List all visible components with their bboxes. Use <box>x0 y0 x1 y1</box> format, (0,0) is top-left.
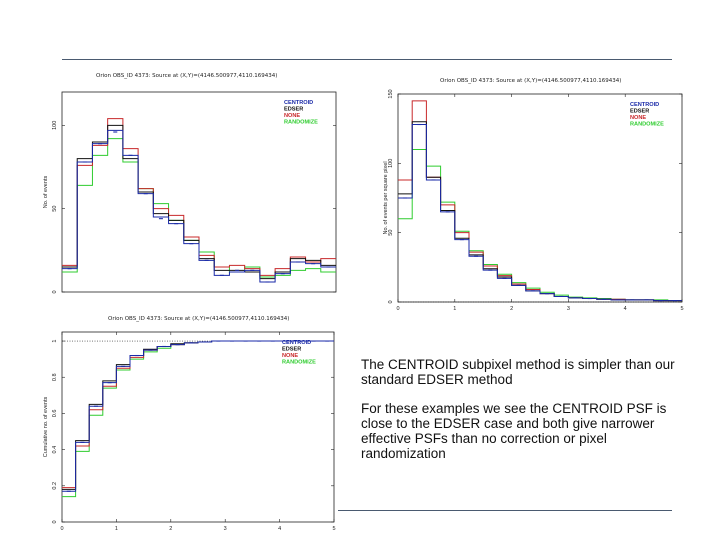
legend-entry-edser: EDSER <box>284 107 303 113</box>
legend-entry-randomize: RANDOMIZE <box>282 360 316 366</box>
chart-title: Orion OBS_ID 4373: Source at (X,Y)=(4146… <box>96 73 278 79</box>
x-tick-label: 0 <box>396 306 399 312</box>
x-tick-label: 4 <box>278 526 281 532</box>
x-tick-label: 3 <box>224 526 227 532</box>
note-paragraph-2: For these examples we see the CENTROID P… <box>361 401 667 461</box>
y-axis-label: No. of events <box>43 176 49 209</box>
plot-frame <box>61 331 335 523</box>
chart-2-profile: 0 50 100 150 0 1 2 3 4 5 No. of events per square … <box>378 88 686 314</box>
y-tick-label: 100 <box>388 159 394 168</box>
x-tick-label: 2 <box>510 306 513 312</box>
x-tick-label: 4 <box>624 306 627 312</box>
x-tick-label: 5 <box>680 306 683 312</box>
y-tick-label: 0 <box>52 520 58 523</box>
bottom-divider <box>338 510 672 511</box>
y-tick-label: 0.2 <box>52 482 58 490</box>
y-tick-label: 100 <box>52 121 58 130</box>
legend-entry-none: NONE <box>630 115 646 121</box>
legend-entry-centroid: CENTROID <box>282 340 311 346</box>
y-axis-label: No. of events per square pixel <box>383 161 389 234</box>
y-tick-label: 0.6 <box>52 410 58 418</box>
x-tick-label: 1 <box>115 526 118 532</box>
chart-title: Orion OBS_ID 4373: Source at (X,Y)=(4146… <box>440 78 622 84</box>
x-tick-label: 0 <box>60 526 63 532</box>
series-line-centroid <box>62 129 336 283</box>
y-tick-label: 0 <box>52 290 58 293</box>
legend-entry-none: NONE <box>282 353 298 359</box>
chart-2-svg: 0 50 100 150 0 1 2 3 4 5 No. of events per square … <box>383 89 684 312</box>
y-tick-label: 50 <box>52 206 58 212</box>
x-tick-label: 2 <box>169 526 172 532</box>
legend-entry-edser: EDSER <box>282 347 301 353</box>
y-axis-label: Cumulative no. of events <box>43 396 49 457</box>
chart-1-svg: 0 50 100 No. of events CENTROIDEDSERNONERAND… <box>43 91 337 294</box>
legend-entry-randomize: RANDOMIZE <box>630 122 664 128</box>
y-tick-label: 0.8 <box>52 373 58 381</box>
y-tick-label: 0.4 <box>52 446 58 454</box>
plot-frame <box>397 93 683 303</box>
legend-entry-centroid: CENTROID <box>284 100 313 106</box>
x-tick-label: 3 <box>567 306 570 312</box>
legend-entry-randomize: RANDOMIZE <box>284 120 318 126</box>
y-tick-label: 50 <box>388 230 394 236</box>
legend-entry-edser: EDSER <box>630 109 649 115</box>
x-tick-label: 5 <box>332 526 335 532</box>
top-divider <box>62 59 672 60</box>
chart-title: Orion OBS_ID 4373: Source at (X,Y)=(4146… <box>108 316 290 322</box>
y-tick-label: 0 <box>388 300 394 303</box>
x-tick-label: 1 <box>453 306 456 312</box>
chart-3-cumulative: 0 0.2 0.4 0.6 0.8 1 0 1 2 3 4 5 Cumulative no. of ev… <box>38 326 338 536</box>
legend-entry-none: NONE <box>284 113 300 119</box>
chart-1-histogram: 0 50 100 No. of events CENTROID EDSER NONE RAND… <box>38 82 340 302</box>
series-line-centroid <box>398 124 682 302</box>
note-paragraph-1: The CENTROID subpixel method is simpler … <box>361 357 675 387</box>
y-tick-label: 1 <box>52 340 58 343</box>
series-line-centroid <box>62 340 334 492</box>
y-tick-label: 150 <box>388 89 394 98</box>
chart-3-svg: 0 0.2 0.4 0.6 0.8 1 0 1 2 3 4 5 Cumulative no. of ev… <box>43 331 336 532</box>
legend-entry-centroid: CENTROID <box>630 102 659 108</box>
explanation-text: The CENTROID subpixel method is simpler … <box>361 357 681 475</box>
